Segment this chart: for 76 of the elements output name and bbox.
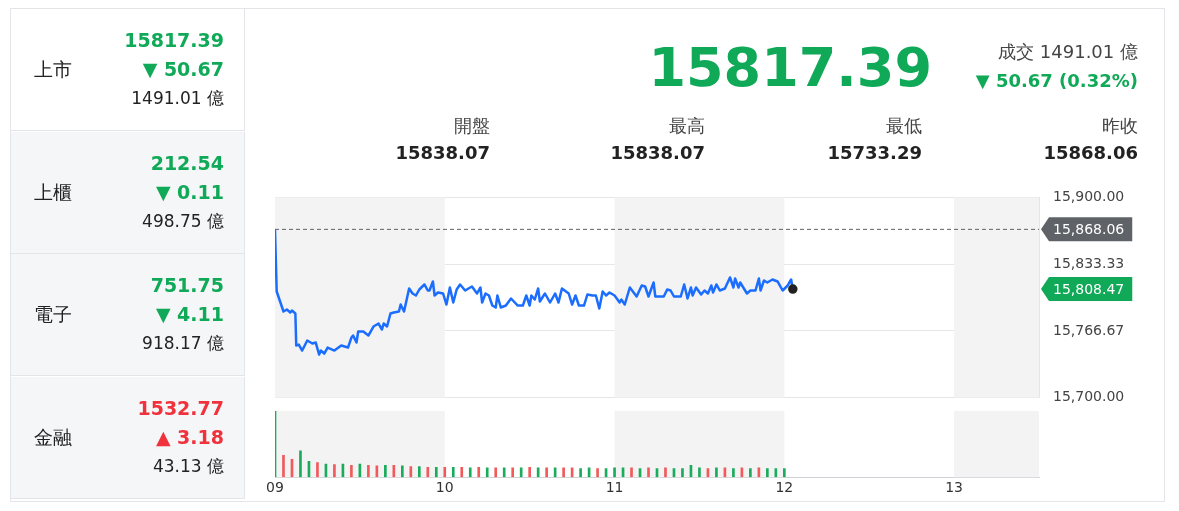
bar (502, 467, 506, 478)
bar (528, 466, 531, 478)
bar (401, 465, 404, 478)
text: 498.75 億 (142, 209, 224, 233)
text: 昨收 (1102, 114, 1138, 138)
bar (613, 467, 616, 478)
x-tick-label: 10 (435, 479, 454, 496)
text: 15817.39 (648, 36, 932, 99)
bar (562, 467, 565, 478)
bar (715, 467, 718, 478)
bar (698, 467, 701, 478)
text: 15838.07 (395, 142, 490, 163)
text: 開盤 (454, 114, 490, 138)
bar (409, 466, 413, 478)
y-tick-label: 15,900.00 (1053, 188, 1125, 205)
text: ▲ 3.18 (155, 425, 224, 448)
x-tick-label: 11 (605, 479, 624, 496)
bar (664, 467, 667, 478)
bar (766, 468, 769, 478)
text: 15,808.47 (1053, 280, 1125, 297)
bar (426, 466, 430, 478)
text: 電子 (34, 302, 72, 327)
bar (596, 468, 599, 478)
bar (299, 450, 302, 478)
bar (282, 455, 285, 478)
text: 15733.29 (827, 142, 922, 163)
text: ▼ 4.11 (155, 303, 224, 325)
y-tick-label: 15,700.00 (1053, 388, 1125, 405)
bar (732, 468, 735, 478)
bar (485, 467, 489, 478)
text: 43.13 億 (152, 454, 224, 478)
text: 918.17 億 (142, 332, 224, 355)
bar (749, 468, 752, 478)
text: ▼ 0.11 (155, 180, 224, 203)
bar (451, 466, 455, 478)
bar (494, 467, 498, 478)
bar (545, 467, 548, 478)
text: 1532.77 (137, 396, 224, 419)
text: 15868.06 (1043, 142, 1138, 163)
text: 最高 (669, 114, 705, 138)
text: 15838.07 (610, 142, 705, 163)
x-tick-label: 09 (266, 479, 284, 496)
bar (519, 467, 523, 478)
text: 15817.39 (124, 29, 224, 51)
y-tick-label: 15,766.67 (1053, 321, 1125, 338)
bar (783, 468, 786, 478)
bar (434, 466, 438, 478)
bar (647, 467, 650, 478)
text: ▼ 50.67 (0.32%) (975, 70, 1138, 91)
text: 上市 (34, 57, 72, 82)
bar (511, 467, 515, 478)
text: 成交 1491.01 億 (998, 40, 1138, 64)
bar (681, 468, 684, 478)
bar (316, 462, 319, 478)
bar (460, 466, 464, 478)
text: 212.54 (150, 151, 224, 174)
bar (333, 464, 336, 478)
bar (477, 466, 481, 478)
text: 751.75 (150, 274, 224, 296)
bar (367, 464, 370, 478)
x-tick-label: 13 (945, 479, 964, 496)
x-tick-label: 12 (775, 479, 794, 496)
bar (579, 468, 582, 478)
bar (417, 466, 421, 478)
bar (384, 464, 387, 478)
text: ▼ 50.67 (142, 58, 224, 80)
text: 最低 (886, 114, 922, 138)
text: 1491.01 億 (131, 87, 224, 110)
text: 金融 (34, 424, 72, 450)
ref-line-label: 15,868.06 (1053, 221, 1125, 238)
text: 上櫃 (34, 179, 72, 205)
y-tick-label: 15,833.33 (1053, 254, 1125, 271)
bar (630, 467, 633, 478)
bar (350, 464, 353, 478)
bar (443, 466, 447, 478)
bar (468, 467, 472, 478)
